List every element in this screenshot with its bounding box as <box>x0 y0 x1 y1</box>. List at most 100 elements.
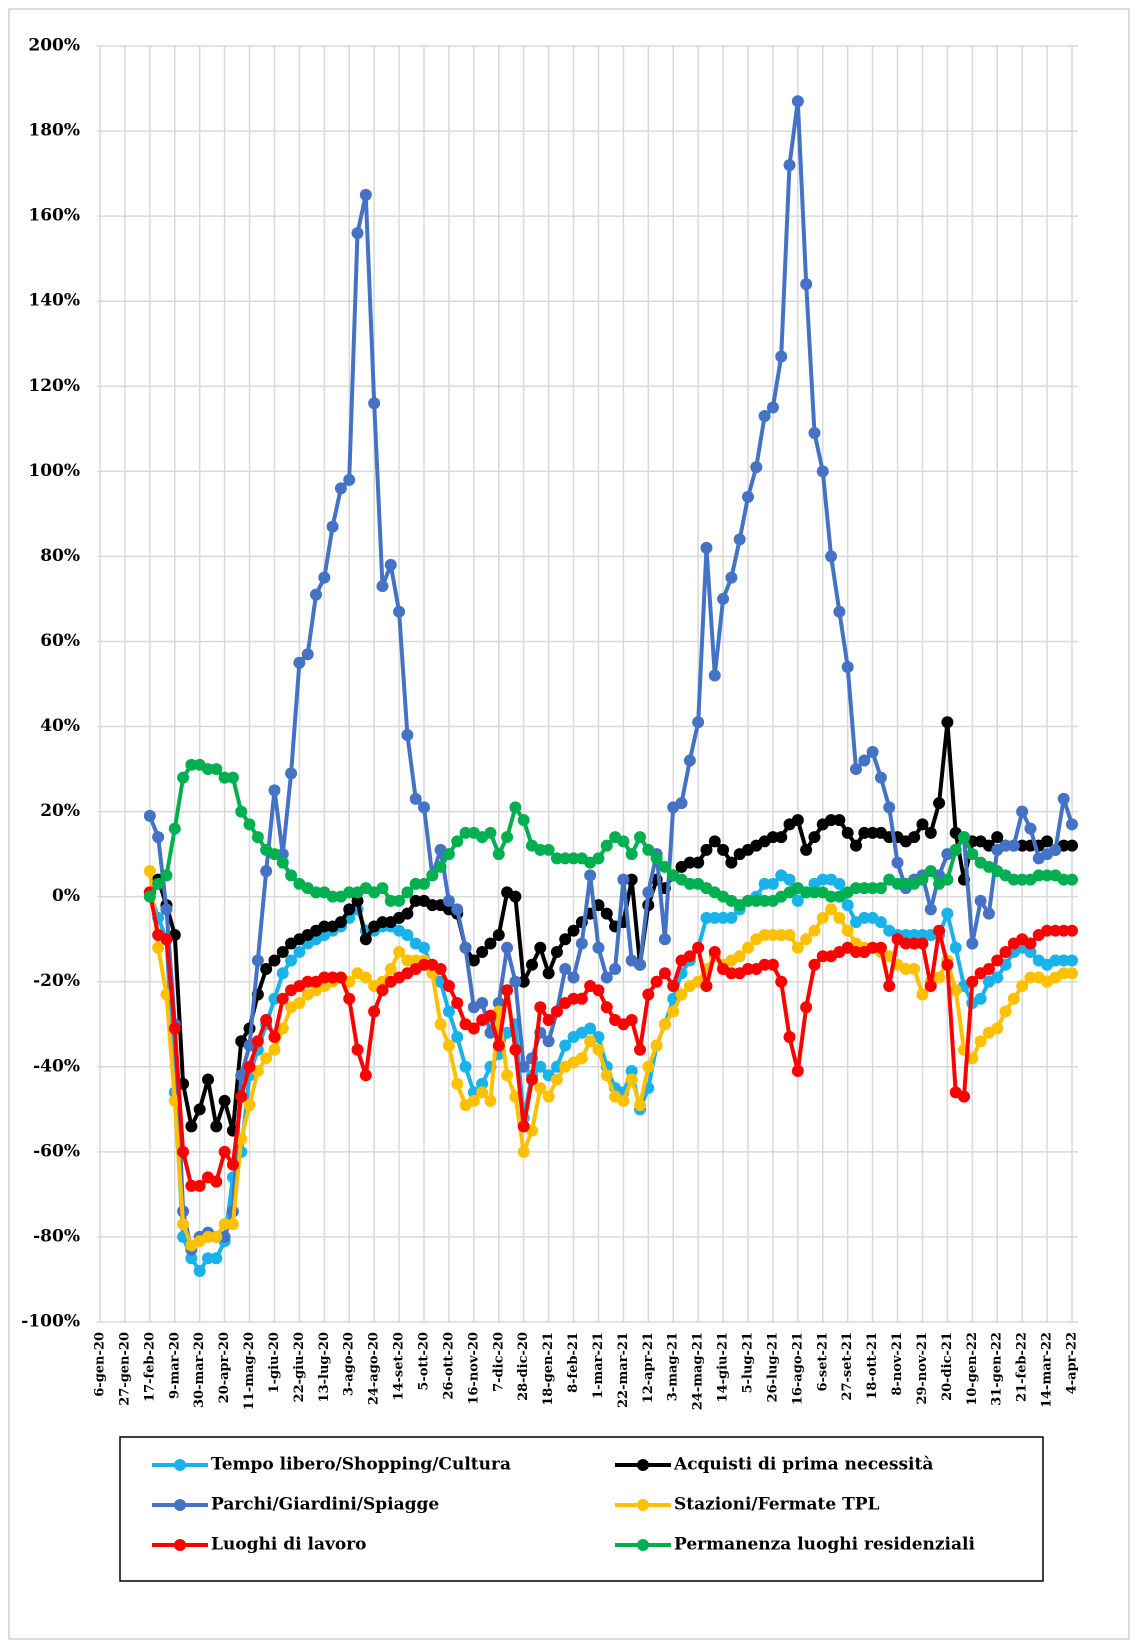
data-point <box>359 188 372 201</box>
data-point <box>359 971 372 984</box>
data-point <box>542 967 555 980</box>
data-point <box>584 869 597 882</box>
data-point <box>825 890 838 903</box>
data-point <box>567 924 580 937</box>
data-point <box>949 843 962 856</box>
data-point <box>218 1145 231 1158</box>
data-point <box>592 1043 605 1056</box>
data-point <box>418 877 430 890</box>
data-point <box>1066 839 1078 852</box>
data-point <box>268 1043 281 1056</box>
x-tick-label: 3-mag-21 <box>666 1332 681 1401</box>
data-point <box>600 1069 613 1082</box>
data-point <box>958 1090 970 1103</box>
legend-marker <box>637 1459 649 1471</box>
data-point <box>800 278 813 291</box>
data-point <box>625 873 638 886</box>
data-point <box>542 1090 555 1103</box>
data-point <box>559 852 572 865</box>
data-point <box>251 954 264 967</box>
data-point <box>974 1035 987 1048</box>
legend-marker <box>174 1459 186 1471</box>
data-point <box>941 958 954 971</box>
data-point <box>858 754 871 767</box>
x-tick-label: 27-gen-20 <box>117 1332 132 1406</box>
data-point <box>924 903 937 916</box>
data-point <box>542 1035 555 1048</box>
y-tick-label: 120% <box>28 376 80 396</box>
data-point <box>658 933 671 946</box>
x-tick-label: 5-ott-20 <box>417 1332 432 1391</box>
data-point <box>750 461 763 474</box>
data-point <box>218 1230 231 1243</box>
data-point <box>600 971 613 984</box>
data-point <box>285 767 298 780</box>
x-tick-label: 11-mag-20 <box>242 1332 257 1410</box>
data-point <box>766 877 779 890</box>
data-point <box>418 958 430 971</box>
data-point <box>376 580 389 593</box>
data-point <box>268 954 281 967</box>
data-point <box>459 1060 472 1073</box>
x-tick-label: 20-dic-21 <box>940 1332 955 1401</box>
data-point <box>758 877 771 890</box>
y-tick-label: 160% <box>28 206 80 226</box>
y-tick-label: 80% <box>40 546 80 566</box>
data-point <box>658 1018 671 1031</box>
data-point <box>592 984 605 997</box>
data-point <box>260 1052 273 1065</box>
data-point <box>742 962 754 975</box>
data-point <box>725 571 738 584</box>
data-point <box>841 899 854 912</box>
data-point <box>609 962 622 975</box>
data-point <box>866 941 879 954</box>
data-point <box>617 873 630 886</box>
data-point <box>833 814 846 827</box>
data-point <box>825 550 838 563</box>
data-point <box>991 954 1004 967</box>
x-tick-label: 3-ago-20 <box>342 1332 357 1396</box>
data-point <box>675 797 688 810</box>
data-point <box>650 852 663 865</box>
data-point <box>642 886 655 899</box>
data-point <box>874 916 887 929</box>
data-point <box>592 852 605 865</box>
data-point <box>966 975 979 988</box>
data-point <box>567 992 580 1005</box>
data-point <box>800 886 813 899</box>
legend: Tempo libero/Shopping/Cultura Acquisti di… <box>152 1455 975 1555</box>
data-point <box>434 962 447 975</box>
data-point <box>1007 992 1020 1005</box>
data-point <box>459 826 472 839</box>
data-point <box>318 920 331 933</box>
axis-labels: -100% -80% -60% -40% -20% 0% 20% 40% 60% 80% 100% 1… <box>21 36 1079 1411</box>
data-point <box>550 945 563 958</box>
y-tick-label: -20% <box>33 971 80 991</box>
data-point <box>152 831 165 844</box>
data-point <box>193 1264 206 1277</box>
data-point <box>542 843 555 856</box>
data-point <box>991 971 1004 984</box>
data-point <box>451 903 464 916</box>
data-point <box>999 839 1012 852</box>
x-tick-label: 6-gen-20 <box>93 1332 108 1397</box>
data-point <box>185 758 198 771</box>
data-point <box>260 865 273 878</box>
legend-marker <box>637 1539 649 1551</box>
data-point <box>343 473 356 486</box>
data-point <box>866 746 879 759</box>
data-point <box>899 937 912 950</box>
data-point <box>509 890 522 903</box>
data-point <box>600 907 613 920</box>
data-point <box>1066 818 1078 831</box>
data-point <box>791 814 804 827</box>
data-point <box>858 911 871 924</box>
y-tick-label: 20% <box>40 801 80 821</box>
data-point <box>933 971 946 984</box>
data-point <box>193 1179 206 1192</box>
data-point <box>401 729 414 742</box>
data-point <box>908 962 921 975</box>
data-point <box>251 831 264 844</box>
data-point <box>808 831 821 844</box>
legend-label: Permanenza luoghi residenziali <box>674 1535 975 1555</box>
